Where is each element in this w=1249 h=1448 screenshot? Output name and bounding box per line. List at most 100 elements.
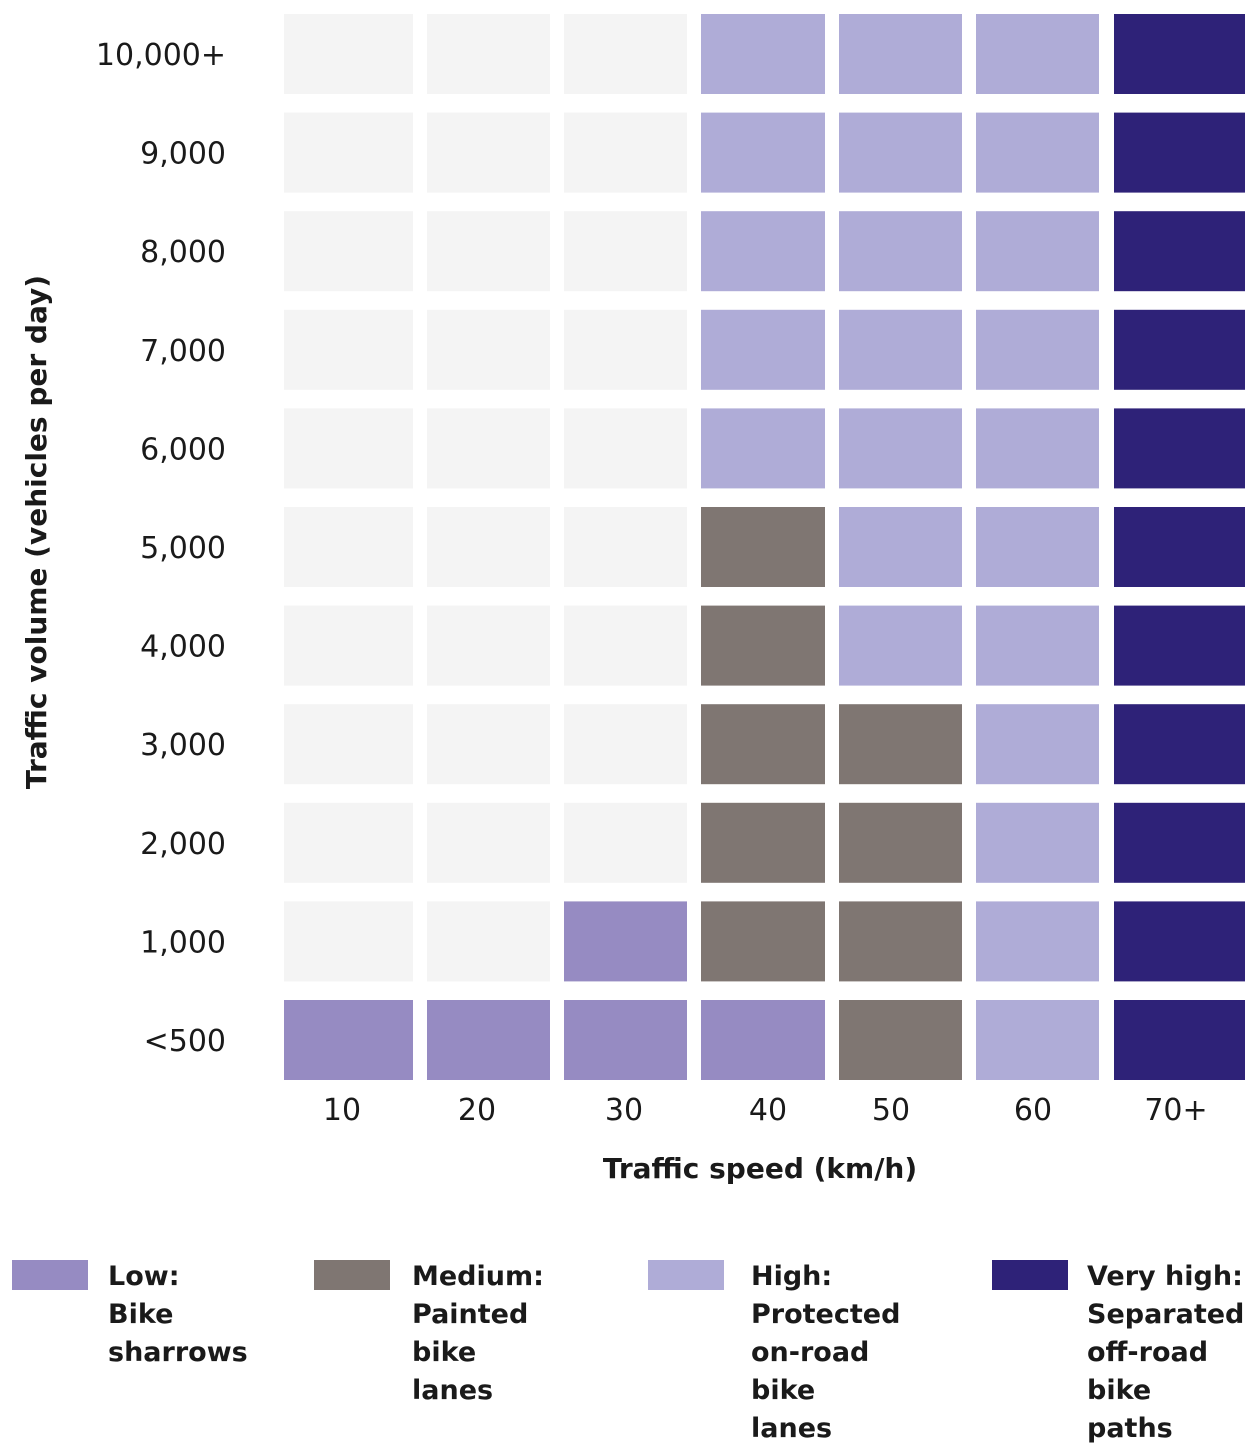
x-tick-labels: 10 20 30 40 50 60 70+ <box>323 1093 1208 1128</box>
heatmap-cell-9-1 <box>427 901 550 982</box>
heatmap-cell-4-3 <box>701 408 825 489</box>
heatmap-cell-1-4 <box>839 112 962 193</box>
legend-swatch-low <box>12 1260 88 1290</box>
heatmap-cell-1-2 <box>564 112 687 193</box>
heatmap-cell-9-3 <box>701 901 825 982</box>
heatmap-cell-6-3 <box>701 605 825 686</box>
heatmap-cell-9-4 <box>839 901 962 982</box>
heatmap-cell-5-4 <box>839 507 962 587</box>
heatmap-cell-4-6 <box>1114 408 1245 489</box>
heatmap-cell-6-2 <box>564 605 687 686</box>
legend: Low: Bike sharrows Medium: Painted bike … <box>0 1258 1249 1444</box>
y-tick-label: 4,000 <box>140 630 226 665</box>
y-tick-label: 9,000 <box>140 137 226 172</box>
heatmap-cell-2-4 <box>839 211 962 292</box>
heatmap-cell-4-1 <box>427 408 550 489</box>
x-tick-label: 50 <box>872 1093 910 1128</box>
heatmap-cell-8-2 <box>564 802 687 883</box>
heatmap-cell-9-6 <box>1114 901 1245 982</box>
heatmap-cell-0-4 <box>839 14 962 94</box>
heatmap-cell-10-6 <box>1114 1000 1245 1080</box>
heatmap-cell-5-2 <box>564 507 687 587</box>
heatmap-cell-3-3 <box>701 309 825 390</box>
heatmap-cell-5-0 <box>284 507 413 587</box>
heatmap-cell-0-0 <box>284 14 413 94</box>
heatmap-cell-4-4 <box>839 408 962 489</box>
heatmap-cell-6-4 <box>839 605 962 686</box>
heatmap-cell-2-2 <box>564 211 687 292</box>
legend-swatch-medium <box>314 1260 390 1290</box>
heatmap-cell-2-5 <box>976 211 1099 292</box>
heatmap-cell-10-3 <box>701 1000 825 1080</box>
heatmap-cell-9-5 <box>976 901 1099 982</box>
x-tick-label: 70+ <box>1144 1093 1207 1128</box>
heatmap-cell-7-5 <box>976 704 1099 785</box>
x-tick-label: 10 <box>323 1093 361 1128</box>
heatmap-cell-1-1 <box>427 112 550 193</box>
heatmap-cell-7-0 <box>284 704 413 785</box>
heatmap-cell-6-6 <box>1114 605 1245 686</box>
heatmap-cell-3-5 <box>976 309 1099 390</box>
heatmap-cell-7-2 <box>564 704 687 785</box>
heatmap-cell-1-0 <box>284 112 413 193</box>
legend-label-high: High: Protected on-road bike lanes <box>751 1261 901 1444</box>
heatmap-cell-7-6 <box>1114 704 1245 785</box>
heatmap-cell-3-1 <box>427 309 550 390</box>
x-tick-label: 40 <box>749 1093 787 1128</box>
legend-label-medium: Medium: Painted bike lanes <box>412 1261 544 1406</box>
x-axis-title: Traffic speed (km/h) <box>603 1152 917 1185</box>
y-tick-labels: 10,000+ 9,000 8,000 7,000 6,000 5,000 4,000 3,0… <box>96 38 226 1059</box>
heatmap-cell-8-5 <box>976 802 1099 883</box>
heatmap-cell-3-4 <box>839 309 962 390</box>
y-tick-label: 6,000 <box>140 432 226 467</box>
y-tick-label: 1,000 <box>140 925 226 960</box>
heatmap-cell-0-1 <box>427 14 550 94</box>
heatmap-cells <box>284 14 1245 1080</box>
heatmap-cell-4-5 <box>976 408 1099 489</box>
heatmap-cell-0-6 <box>1114 14 1245 94</box>
heatmap-cell-0-3 <box>701 14 825 94</box>
heatmap-cell-3-6 <box>1114 309 1245 390</box>
heatmap-cell-10-4 <box>839 1000 962 1080</box>
heatmap-cell-5-3 <box>701 507 825 587</box>
y-tick-label: 3,000 <box>140 728 226 763</box>
heatmap-cell-5-6 <box>1114 507 1245 587</box>
x-tick-label: 20 <box>458 1093 496 1128</box>
heatmap-cell-10-5 <box>976 1000 1099 1080</box>
heatmap-cell-10-2 <box>564 1000 687 1080</box>
heatmap-cell-2-1 <box>427 211 550 292</box>
heatmap-cell-9-2 <box>564 901 687 982</box>
heatmap-cell-6-5 <box>976 605 1099 686</box>
y-tick-label: 8,000 <box>140 235 226 270</box>
heatmap-cell-7-4 <box>839 704 962 785</box>
heatmap-cell-0-2 <box>564 14 687 94</box>
heatmap-cell-8-4 <box>839 802 962 883</box>
x-tick-label: 60 <box>1014 1093 1052 1128</box>
legend-swatch-high <box>648 1260 724 1290</box>
y-tick-label: 5,000 <box>140 531 226 566</box>
heatmap-cell-1-6 <box>1114 112 1245 193</box>
heatmap-cell-6-0 <box>284 605 413 686</box>
heatmap-cell-5-5 <box>976 507 1099 587</box>
heatmap-cell-8-1 <box>427 802 550 883</box>
heatmap-cell-10-0 <box>284 1000 413 1080</box>
y-tick-label: 10,000+ <box>96 38 226 73</box>
heatmap-cell-9-0 <box>284 901 413 982</box>
legend-label-very-high: Very high: Separated off-road bike paths <box>1087 1261 1245 1444</box>
y-axis-title: Traffic volume (vehicles per day) <box>20 275 53 789</box>
heatmap-cell-1-5 <box>976 112 1099 193</box>
heatmap-cell-8-6 <box>1114 802 1245 883</box>
y-tick-label: 7,000 <box>140 334 226 369</box>
heatmap-cell-1-3 <box>701 112 825 193</box>
heatmap-cell-6-1 <box>427 605 550 686</box>
heatmap-cell-0-5 <box>976 14 1099 94</box>
heatmap-cell-8-3 <box>701 802 825 883</box>
heatmap-cell-7-1 <box>427 704 550 785</box>
heatmap-chart: 10,000+ 9,000 8,000 7,000 6,000 5,000 4,000 3,0… <box>20 14 1245 1185</box>
legend-label-low: Low: Bike sharrows <box>108 1261 248 1368</box>
heatmap-cell-5-1 <box>427 507 550 587</box>
heatmap-cell-3-2 <box>564 309 687 390</box>
y-tick-label: <500 <box>144 1024 226 1059</box>
heatmap-cell-2-6 <box>1114 211 1245 292</box>
heatmap-cell-2-3 <box>701 211 825 292</box>
